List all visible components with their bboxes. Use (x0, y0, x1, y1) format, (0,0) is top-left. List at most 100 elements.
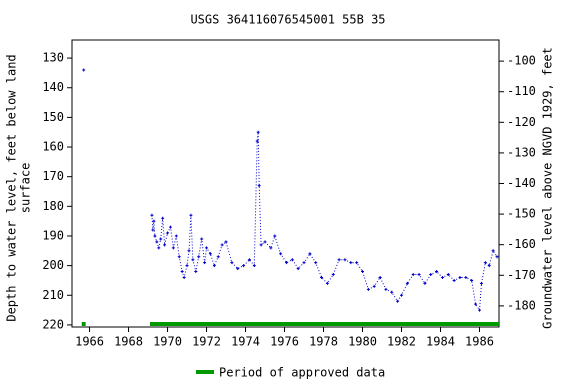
data-point (423, 281, 427, 285)
data-point (182, 275, 186, 279)
y-tick-label: 130 (42, 51, 64, 65)
data-point (452, 278, 456, 282)
data-point (208, 252, 212, 256)
data-point (279, 252, 283, 256)
data-point (320, 275, 324, 279)
data-point (440, 275, 444, 279)
y-tick-label: 170 (42, 169, 64, 183)
x-tick-label: 1972 (192, 335, 221, 349)
data-point (400, 293, 404, 297)
data-point (372, 284, 376, 288)
y2-tick-label: -100 (507, 54, 536, 68)
data-point (161, 216, 165, 220)
data-point (411, 273, 415, 277)
y2-axis-label: Groundwater level above NGVD 1929, feet (541, 47, 555, 329)
data-point (470, 278, 474, 282)
y-tick-label: 180 (42, 199, 64, 213)
data-point (337, 258, 341, 262)
data-point (256, 130, 260, 134)
x-tick-label: 1966 (75, 335, 104, 349)
data-point (495, 255, 499, 259)
x-tick-label: 1982 (387, 335, 416, 349)
data-point (464, 275, 468, 279)
data-point (171, 246, 175, 250)
x-tick-label: 1970 (153, 335, 182, 349)
data-point (378, 275, 382, 279)
data-point (474, 302, 478, 306)
data-point (242, 264, 246, 268)
data-point (361, 270, 365, 274)
data-point (263, 240, 267, 244)
approved-period (81, 322, 86, 326)
data-point (205, 246, 209, 250)
data-point (479, 281, 483, 285)
y2-tick-label: -160 (507, 237, 536, 251)
data-point (349, 261, 353, 265)
y2-tick-label: -180 (507, 298, 536, 312)
y2-tick-label: -140 (507, 176, 536, 190)
plot-frame (71, 39, 500, 328)
data-point (168, 225, 172, 229)
data-point (446, 273, 450, 277)
data-point (180, 270, 184, 274)
legend-label: Period of approved data (219, 366, 385, 380)
x-tick-label: 1984 (426, 335, 455, 349)
y2-tick-label: -170 (507, 268, 536, 282)
data-point (191, 258, 195, 262)
x-tick-label: 1980 (348, 335, 377, 349)
x-tick-label: 1978 (309, 335, 338, 349)
approved-period (149, 322, 500, 326)
y-tick-label: 140 (42, 80, 64, 94)
y2-tick-label: -120 (507, 115, 536, 129)
data-point (255, 139, 259, 143)
data-point (150, 213, 154, 217)
data-point (417, 273, 421, 277)
data-point (491, 249, 495, 253)
data-point (177, 255, 181, 259)
data-point (194, 270, 198, 274)
data-point (259, 243, 263, 247)
y-tick-label: 210 (42, 288, 64, 302)
data-point (366, 287, 370, 291)
data-point (220, 243, 224, 247)
series-line (151, 132, 498, 312)
data-point (216, 255, 220, 259)
data-point (284, 261, 288, 265)
data-point (155, 240, 159, 244)
data-point (296, 267, 300, 271)
data-point (396, 299, 400, 303)
data-point (230, 261, 234, 265)
data-point (390, 290, 394, 294)
y-axis-label: surface (19, 163, 33, 214)
data-point (163, 243, 167, 247)
chart-title: USGS 364116076545001 55B 35 (190, 13, 385, 27)
data-point (458, 275, 462, 279)
data-point (174, 234, 178, 238)
y-tick-label: 150 (42, 110, 64, 124)
data-point (185, 264, 189, 268)
data-point (157, 246, 161, 250)
data-point (314, 261, 318, 265)
data-point (159, 237, 163, 241)
x-tick-label: 1968 (114, 335, 143, 349)
data-point (269, 246, 273, 250)
data-point (290, 258, 294, 262)
y-tick-label: 200 (42, 258, 64, 272)
data-point (151, 228, 155, 232)
data-point (478, 308, 482, 312)
data-point (212, 264, 216, 268)
data-point (405, 281, 409, 285)
data-point (355, 261, 359, 265)
data-point (82, 68, 86, 72)
data-point (247, 258, 251, 262)
data-point (200, 237, 204, 241)
y-axis-label: Depth to water level, feet below land (5, 54, 19, 321)
data-point (252, 264, 256, 268)
data-point (257, 184, 261, 188)
data-point (429, 273, 433, 277)
y2-tick-label: -150 (507, 207, 536, 221)
x-tick-label: 1986 (465, 335, 494, 349)
data-point (166, 231, 170, 235)
data-point (483, 261, 487, 265)
